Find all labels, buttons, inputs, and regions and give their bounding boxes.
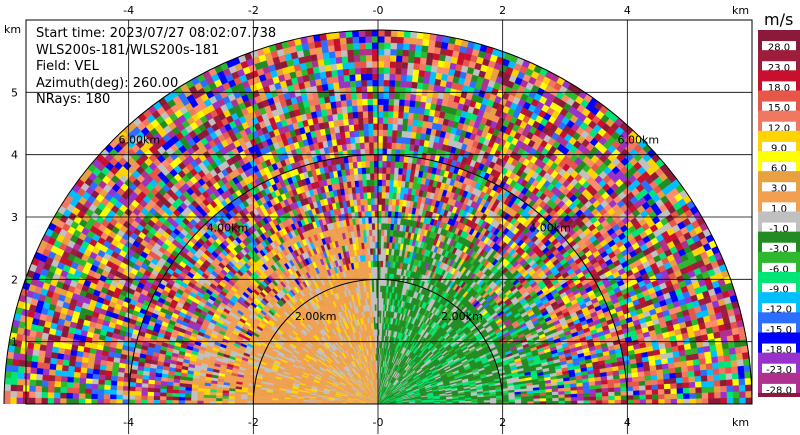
velocity-cell [371,235,376,243]
velocity-cell [228,398,235,402]
velocity-cell [371,229,376,236]
velocity-cell [380,254,384,261]
velocity-cell [380,235,385,243]
velocity-cell [216,392,223,396]
velocity-cell [383,241,387,249]
velocity-cell [545,394,553,399]
velocity-cell [514,396,522,400]
velocity-cell [290,400,298,403]
velocity-cell [379,285,383,293]
velocity-cell [382,266,386,274]
velocity-cell [539,395,547,399]
velocity-cell [385,260,389,268]
velocity-cell [377,235,382,243]
velocity-cell [228,396,235,400]
velocity-cell [382,254,386,261]
velocity-cell [209,392,217,396]
velocity-cell [379,297,382,305]
velocity-cell [527,398,534,402]
velocity-cell [377,241,381,249]
velocity-cell [508,399,516,402]
velocity-cell [369,235,373,243]
velocity-cell [381,285,385,293]
velocity-field [4,30,752,404]
velocity-cell [379,279,383,286]
velocity-cell [234,398,242,402]
velocity-cell [379,304,382,311]
velocity-cell [240,396,248,400]
velocity-cell [374,235,379,243]
velocity-cell [386,235,390,243]
velocity-cell [379,316,382,324]
velocity-cell [380,260,384,268]
velocity-cell [383,229,388,237]
velocity-cell [521,396,528,400]
velocity-cell [377,248,381,255]
velocity-cell [382,273,386,280]
velocity-cell [514,398,522,402]
velocity-cell [373,272,376,280]
velocity-cell [240,399,248,402]
velocity-cell [234,396,242,400]
velocity-cell [375,241,379,249]
velocity-cell [381,291,385,299]
velocity-cell [369,241,373,249]
velocity-cell [284,400,291,403]
velocity-cell [370,260,374,268]
velocity-cell [215,398,223,402]
velocity-cell [240,394,248,398]
velocity-cell [385,254,389,262]
velocity-cell [377,229,382,236]
velocity-cell [383,235,387,243]
velocity-cell [379,310,382,317]
velocity-cell [370,254,374,261]
velocity-cell [539,397,547,402]
velocity-cell [502,399,510,402]
velocity-cell [521,398,528,402]
velocity-cell [380,229,385,236]
velocity-cell [246,399,254,402]
velocity-cell [386,229,391,237]
velocity-cell [247,396,254,400]
velocity-cell [278,400,285,403]
velocity-cell [209,389,217,393]
velocity-cell [368,229,373,237]
velocity-cell [234,393,242,397]
velocity-cell [373,266,376,274]
velocity-cell [265,397,273,401]
velocity-cell [533,395,541,399]
velocity-cell [384,266,388,274]
velocity-cell [253,399,260,403]
velocity-cell [215,395,223,399]
velocity-cell [372,248,376,255]
velocity-cell [380,248,384,255]
velocity-cell [389,235,393,243]
velocity-cell [375,248,379,255]
velocity-cell [372,260,376,268]
velocity-cell [222,398,229,402]
velocity-cell [380,272,383,280]
velocity-cell [209,397,217,402]
velocity-cell [380,266,383,274]
velocity-cell [386,242,390,249]
velocity-cell [380,241,384,249]
velocity-cell [533,398,541,402]
velocity-cell [259,397,267,401]
velocity-cell [382,260,386,268]
velocity-cell [372,254,376,261]
velocity-cell [271,400,279,403]
velocity-cell [228,393,236,397]
velocity-cell [374,229,379,236]
velocity-cell [222,395,229,399]
velocity-cell [372,241,376,249]
velocity-cell [546,397,553,402]
velocity-cell [209,395,217,399]
velocity-cell [259,399,267,403]
velocity-cell [383,248,387,255]
